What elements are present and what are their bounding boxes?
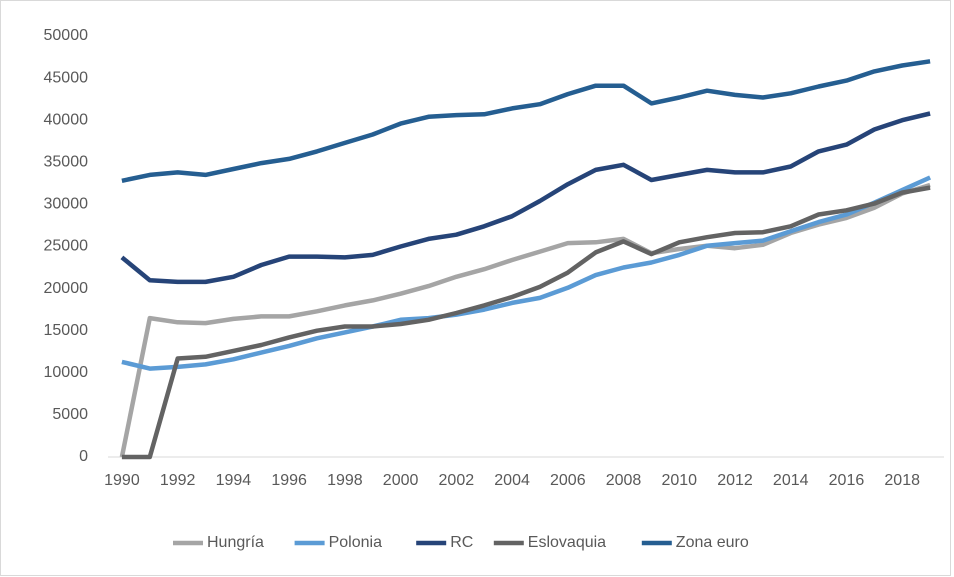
x-tick-label: 2000 — [383, 472, 419, 489]
legend-label: Polonia — [329, 534, 382, 551]
y-tick-label: 5000 — [52, 406, 88, 423]
legend-label: Hungría — [207, 534, 264, 551]
y-tick-label: 35000 — [44, 154, 89, 171]
x-tick-label: 2006 — [550, 472, 586, 489]
x-tick-label: 1990 — [104, 472, 140, 489]
legend-label: Eslovaquia — [528, 534, 606, 551]
x-tick-label: 1992 — [160, 472, 196, 489]
x-tick-label: 1996 — [271, 472, 307, 489]
series-line — [121, 185, 931, 460]
series-line — [121, 175, 932, 371]
x-tick-label: 2016 — [829, 472, 865, 489]
x-tick-label: 1994 — [216, 472, 252, 489]
legend-label: Zona euro — [676, 534, 749, 551]
x-tick-label: 2014 — [773, 472, 809, 489]
x-tick-label: 2012 — [717, 472, 753, 489]
y-tick-label: 25000 — [44, 238, 89, 255]
y-tick-label: 50000 — [44, 27, 89, 44]
x-tick-label: 1998 — [327, 472, 363, 489]
x-tick-label: 2010 — [661, 472, 697, 489]
x-tick-label: 2018 — [884, 472, 920, 489]
y-tick-label: 15000 — [44, 322, 89, 339]
legend-label: RC — [450, 534, 473, 551]
y-tick-label: 45000 — [44, 69, 89, 86]
series-line — [121, 59, 931, 184]
y-tick-label: 40000 — [44, 111, 89, 128]
x-tick-label: 2008 — [606, 472, 642, 489]
y-tick-label: 10000 — [44, 364, 89, 381]
x-tick-label: 2002 — [439, 472, 475, 489]
y-tick-label: 0 — [79, 448, 88, 465]
y-tick-label: 30000 — [44, 196, 89, 213]
x-tick-label: 2004 — [494, 472, 530, 489]
y-tick-label: 20000 — [44, 280, 89, 297]
series-line — [120, 111, 931, 285]
